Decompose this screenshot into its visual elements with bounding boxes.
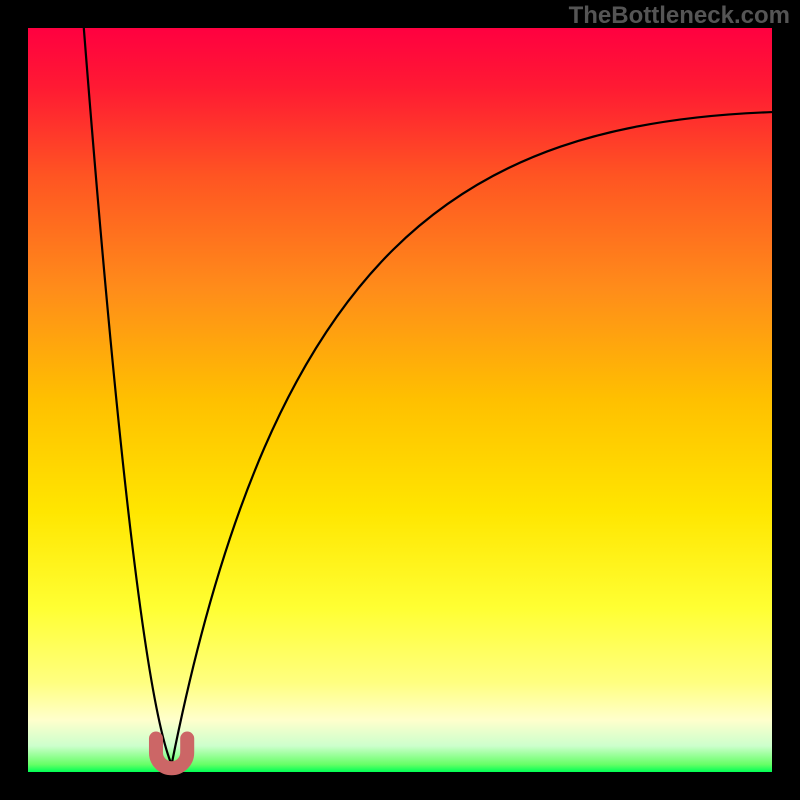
watermark-text: TheBottleneck.com (569, 2, 790, 30)
bottleneck-curve (84, 28, 772, 765)
dip-marker (156, 739, 187, 769)
chart-container: TheBottleneck.com (0, 0, 800, 800)
chart-overlay (0, 0, 800, 800)
